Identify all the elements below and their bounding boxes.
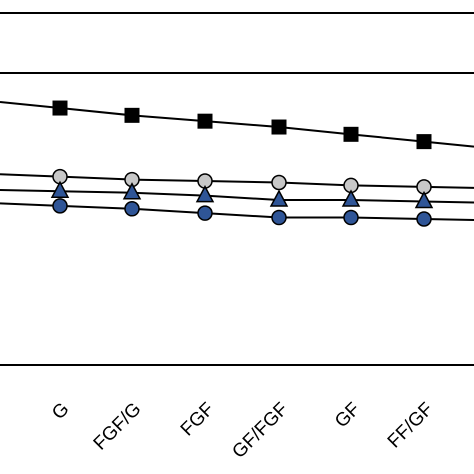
series-2-line <box>0 173 474 189</box>
series-4-point-FF/GF <box>416 211 432 227</box>
x-tick-label: FF/GF <box>384 399 438 453</box>
x-tick-label: GF <box>331 399 365 433</box>
series-3-point-G <box>50 180 70 199</box>
series-4-point-FGF/G <box>124 201 140 217</box>
series-3-point-FF/GF <box>414 190 434 209</box>
series-1-line <box>0 100 474 148</box>
series-1-point-FGF/G <box>124 107 140 123</box>
series-1-point-FF/GF <box>416 134 432 150</box>
series-1-point-G <box>52 100 68 116</box>
series-1-point-GF <box>343 126 359 142</box>
series-4-line <box>0 202 474 221</box>
series-2-point-GF/FGF <box>271 174 287 191</box>
series-3-point-GF/FGF <box>269 189 289 207</box>
series-layer <box>0 100 474 227</box>
series-1-point-FGF <box>197 113 213 129</box>
series-3-point-FGF <box>195 185 215 203</box>
series-3-point-FGF/G <box>122 182 142 200</box>
series-3-line <box>0 189 474 204</box>
x-tick-labels: G FGF/G FGF GF/FGF GF FF/GF <box>48 399 437 463</box>
x-tick-label: G <box>48 399 73 424</box>
x-tick-label: FGF/G <box>90 399 146 455</box>
series-1-point-GF/FGF <box>271 119 287 135</box>
series-4-point-GF <box>343 209 359 226</box>
series-3-point-GF <box>341 189 361 207</box>
x-tick-label: FGF <box>177 399 219 441</box>
x-tick-label: GF/FGF <box>228 399 292 463</box>
series-4-point-FGF <box>197 205 213 221</box>
series-4-point-GF/FGF <box>271 209 287 226</box>
series-4-point-G <box>52 198 68 214</box>
